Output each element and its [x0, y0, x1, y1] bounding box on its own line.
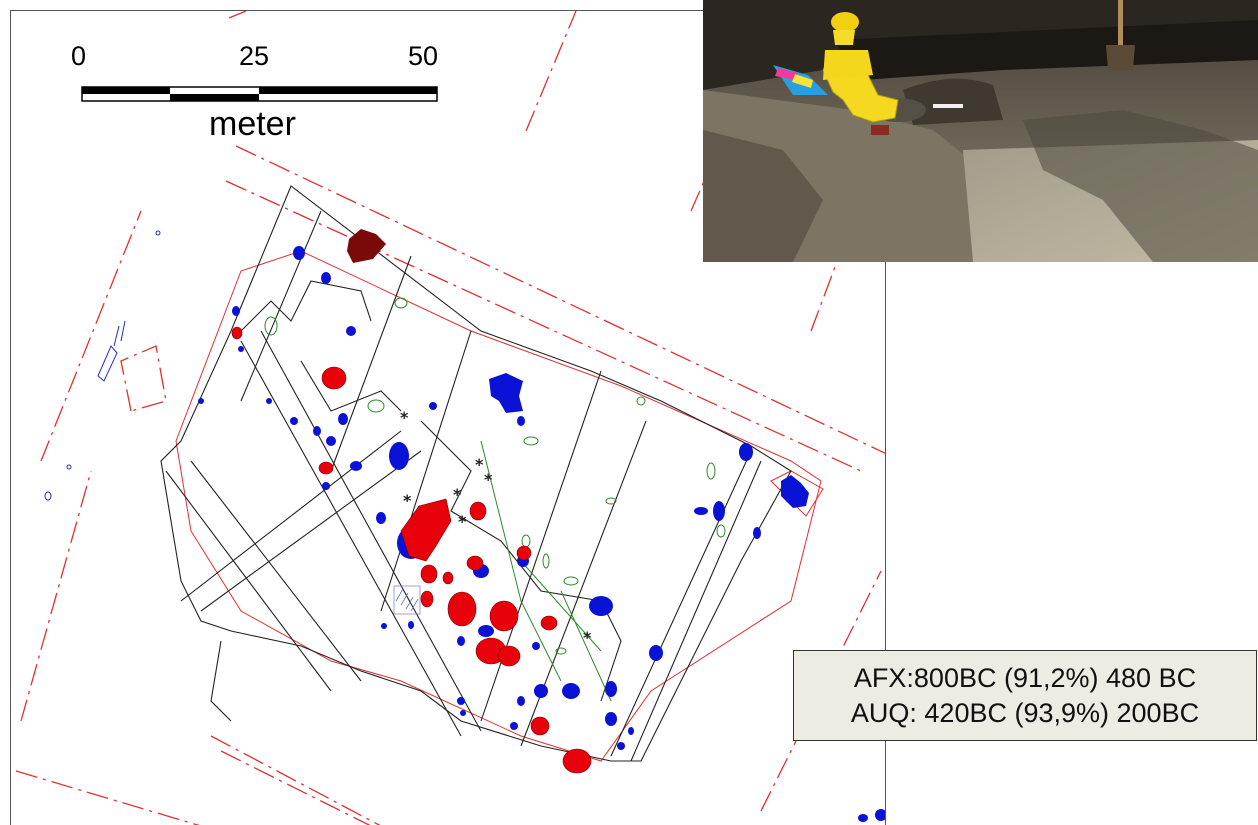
excavation-photo-illustration [703, 0, 1258, 262]
excavation-photo [703, 0, 1258, 262]
dark-red-feature [347, 229, 386, 263]
excavation-plan: * * * * * * * [15, 11, 885, 825]
scale-label-25: 25 [239, 41, 270, 71]
star-markers: * * * * * * * [400, 408, 592, 647]
left-side-features [44, 230, 161, 501]
green-features [264, 297, 726, 702]
date-line-afx: AFX:800BC (91,2%) 480 BC [853, 662, 1197, 693]
date-line-auq: AUQ: 420BC (93,9%) 200BC [850, 697, 1200, 728]
hatched-area [393, 585, 421, 615]
svg-text:*: * [458, 512, 467, 531]
svg-text:*: * [475, 455, 484, 474]
svg-text:*: * [583, 628, 592, 647]
scale-label-50: 50 [408, 41, 439, 71]
scale-ruler [81, 86, 438, 102]
svg-text:*: * [484, 470, 493, 489]
svg-text:*: * [453, 485, 462, 504]
red-features [231, 326, 592, 774]
svg-text:*: * [400, 408, 409, 427]
radiocarbon-dates-box: AFX:800BC (91,2%) 480 BC AUQ: 420BC (93,… [793, 650, 1257, 741]
scale-label-0: 0 [71, 41, 87, 71]
scale-unit-label: meter [209, 105, 296, 143]
blue-features [198, 246, 885, 822]
scale-bar: 0 25 50 meter [61, 41, 451, 151]
parcel-boundaries [15, 11, 885, 825]
svg-text:*: * [403, 491, 412, 510]
